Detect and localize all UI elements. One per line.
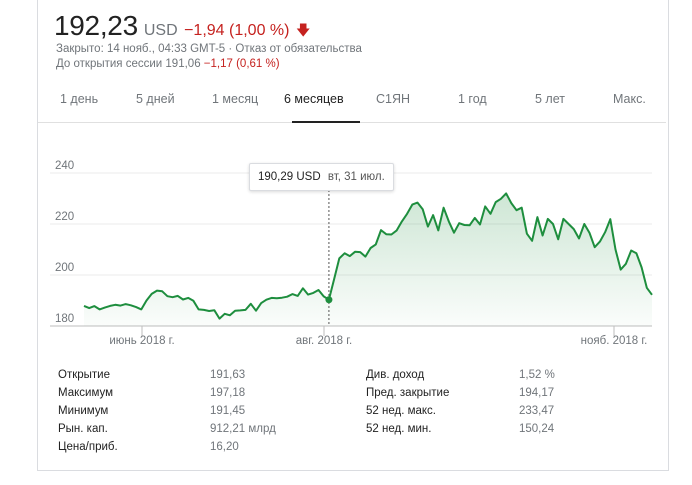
tab-5-days[interactable]: 5 дней bbox=[136, 92, 175, 106]
preopen-change: −1,17 (0,61 %) bbox=[203, 58, 280, 70]
stat-label: 52 нед. мин. bbox=[366, 423, 432, 435]
tab-1-day[interactable]: 1 день bbox=[60, 92, 99, 106]
stock-card bbox=[37, 0, 669, 471]
preopen-line: До открытия сессии 191,06 −1,17 (0,61 %) bbox=[56, 58, 280, 70]
market-closed-line: Закрыто: 14 нояб., 04:33 GMT-5 · Отказ о… bbox=[56, 43, 362, 55]
tab-ytd[interactable]: С1ЯН bbox=[376, 92, 411, 106]
stat-value: 191,63 bbox=[210, 369, 246, 381]
stat-label: Открытие bbox=[58, 369, 110, 381]
currency-label: USD bbox=[143, 22, 178, 39]
tab-max[interactable]: Макс. bbox=[613, 92, 646, 106]
stat-label: Пред. закрытие bbox=[366, 387, 450, 399]
arrow-down-icon: 🡇 bbox=[295, 22, 311, 38]
stat-value: 16,20 bbox=[210, 441, 239, 453]
stat-value: 233,47 bbox=[519, 405, 555, 417]
stat-value: 197,18 bbox=[210, 387, 246, 399]
tooltip-date: вт, 31 июл. bbox=[327, 171, 385, 183]
chart-tooltip: 190,29 USD вт, 31 июл. bbox=[249, 163, 394, 191]
stat-label: Див. доход bbox=[366, 369, 425, 381]
tab-1-month[interactable]: 1 месяц bbox=[212, 92, 259, 106]
stock-price: 192,23 bbox=[54, 10, 138, 41]
stat-value: 912,21 млрд bbox=[210, 423, 276, 435]
price-change: −1,94 (1,00 %) bbox=[184, 22, 290, 39]
stat-value: 194,17 bbox=[519, 387, 555, 399]
stat-label: Минимум bbox=[58, 405, 109, 417]
tab-1-year[interactable]: 1 год bbox=[458, 92, 487, 106]
tab-5-years[interactable]: 5 лет bbox=[535, 92, 565, 106]
stat-value: 1,52 % bbox=[519, 369, 555, 381]
active-tab-indicator bbox=[292, 121, 360, 123]
stat-value: 150,24 bbox=[519, 423, 555, 435]
tooltip-price: 190,29 USD bbox=[258, 171, 321, 183]
stat-value: 191,45 bbox=[210, 405, 246, 417]
stat-label: Цена/приб. bbox=[58, 441, 118, 453]
range-tabs: 1 день 5 дней 1 месяц 6 месяцев С1ЯН 1 г… bbox=[38, 88, 666, 123]
stat-label: Максимум bbox=[58, 387, 114, 399]
price-header: 192,23 USD −1,94 (1,00 %) 🡇 bbox=[54, 10, 310, 44]
stat-label: Рын. кап. bbox=[58, 423, 108, 435]
tab-6-months[interactable]: 6 месяцев bbox=[284, 92, 344, 106]
stat-label: 52 нед. макс. bbox=[366, 405, 436, 417]
preopen-label: До открытия сессии 191,06 bbox=[56, 58, 201, 70]
